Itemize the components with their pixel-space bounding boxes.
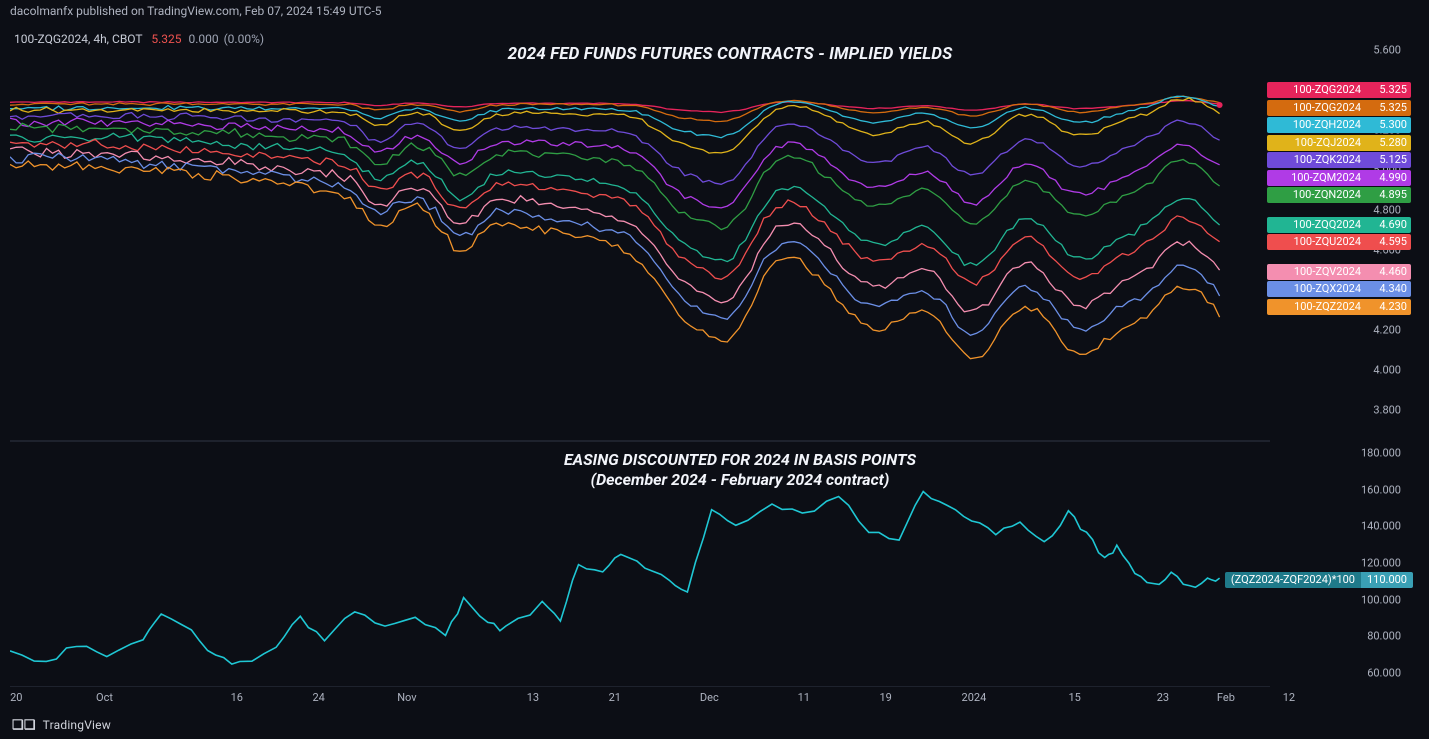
- bottom-chart-panel[interactable]: [10, 444, 1270, 682]
- legend-row[interactable]: 100-ZQJ20245.280: [1267, 135, 1413, 151]
- series-line: [10, 161, 1220, 359]
- ytick-label: 180.000: [1361, 447, 1401, 460]
- xtick-label: 15: [1069, 691, 1081, 704]
- xtick-label: 16: [231, 691, 243, 704]
- legend-row[interactable]: 100-ZQZ20244.230: [1267, 299, 1413, 315]
- top-chart-panel[interactable]: [10, 30, 1270, 440]
- ytick-label: 4.000: [1373, 364, 1401, 377]
- legend-value: 5.125: [1365, 152, 1411, 168]
- legend-row[interactable]: 100-ZQG20245.325: [1267, 100, 1413, 116]
- legend-gap: [1267, 205, 1413, 217]
- ytick-label: 100.000: [1361, 593, 1401, 606]
- legend-name: 100-ZQV2024: [1267, 264, 1365, 280]
- ytick-label: 60.000: [1367, 666, 1401, 679]
- legend-value: 4.340: [1365, 281, 1411, 297]
- xtick-label: Feb: [1217, 691, 1235, 704]
- xtick-label: 11: [798, 691, 810, 704]
- bottom-label-name: (ZQZ2024-ZQF2024)*100: [1225, 572, 1361, 588]
- series-line: [10, 113, 1220, 185]
- legend-name: 100-ZQN2024: [1267, 187, 1365, 203]
- ytick-label: 140.000: [1361, 520, 1401, 533]
- legend-value: 4.990: [1365, 170, 1411, 186]
- series-line: [10, 139, 1220, 285]
- panel-separator: [10, 440, 1270, 442]
- ytick-label: 4.200: [1373, 324, 1401, 337]
- x-axis: 20Oct1624Nov1321Dec111920241523Feb12: [10, 686, 1270, 708]
- xtick-label: Oct: [96, 691, 113, 704]
- bottom-price-label: (ZQZ2024-ZQF2024)*100110.000: [1225, 572, 1413, 588]
- legend-value: 4.595: [1365, 234, 1411, 250]
- xtick-label: Dec: [700, 691, 719, 704]
- legend-row[interactable]: 100-ZQN20244.895: [1267, 187, 1413, 203]
- legend-name: 100-ZQJ2024: [1267, 135, 1365, 151]
- legend-value: 5.280: [1365, 135, 1411, 151]
- series-end-dot: [1217, 102, 1223, 108]
- legend-row[interactable]: 100-ZQU20244.595: [1267, 234, 1413, 250]
- legend-value: 4.460: [1365, 264, 1411, 280]
- legend-name: 100-ZQZ2024: [1267, 299, 1365, 315]
- legend-name: 100-ZQG2024: [1267, 82, 1365, 98]
- easing-line: [10, 492, 1220, 665]
- legend-value: 5.325: [1365, 100, 1411, 116]
- legend-name: 100-ZQQ2024: [1267, 217, 1365, 233]
- legend-name: 100-ZQH2024: [1267, 117, 1365, 133]
- legend-value: 4.895: [1365, 187, 1411, 203]
- xtick-label: 19: [880, 691, 892, 704]
- legend-value: 4.690: [1365, 217, 1411, 233]
- legend-value: 5.300: [1365, 117, 1411, 133]
- footer: ❏❏ TradingView: [12, 718, 111, 733]
- legend-gap: [1267, 252, 1413, 264]
- ytick-label: 120.000: [1361, 557, 1401, 570]
- legend-row[interactable]: 100-ZQV20244.460: [1267, 264, 1413, 280]
- legend-value: 4.230: [1365, 299, 1411, 315]
- legend-name: 100-ZQM2024: [1267, 170, 1365, 186]
- xtick-label: 21: [609, 691, 621, 704]
- xtick-label: 23: [1157, 691, 1169, 704]
- xtick-label: 24: [313, 691, 325, 704]
- chart-root: dacolmanfx published on TradingView.com,…: [0, 0, 1429, 739]
- ytick-label: 80.000: [1367, 630, 1401, 643]
- ytick-label: 3.800: [1373, 404, 1401, 417]
- bottom-label-value: 110.000: [1361, 572, 1413, 588]
- legend-name: 100-ZQU2024: [1267, 234, 1365, 250]
- legend-name: 100-ZQG2024: [1267, 100, 1365, 116]
- series-line: [10, 118, 1220, 208]
- legend-row[interactable]: 100-ZQK20245.125: [1267, 152, 1413, 168]
- legend-row[interactable]: 100-ZQM20244.990: [1267, 170, 1413, 186]
- xtick-label: Nov: [397, 691, 416, 704]
- series-legend: 100-ZQG20245.325100-ZQG20245.325100-ZQH2…: [1267, 82, 1413, 316]
- tradingview-brand: TradingView: [43, 718, 111, 732]
- legend-row[interactable]: 100-ZQH20245.300: [1267, 117, 1413, 133]
- bottom-yaxis: 180.000 160.000 140.000 120.000 100.000 80.00…: [1331, 444, 1401, 682]
- ytick-label: 160.000: [1361, 483, 1401, 496]
- xtick-label: 2024: [962, 691, 987, 704]
- bottom-chart-svg: [10, 444, 1270, 682]
- legend-row[interactable]: 100-ZQQ20244.690: [1267, 217, 1413, 233]
- byline: dacolmanfx published on TradingView.com,…: [10, 4, 382, 18]
- xtick-label: 12: [1283, 691, 1295, 704]
- tradingview-logo-icon: ❏❏: [12, 718, 36, 733]
- legend-row[interactable]: 100-ZQG20245.325: [1267, 82, 1413, 98]
- legend-row[interactable]: 100-ZQX20244.340: [1267, 281, 1413, 297]
- series-line: [10, 147, 1220, 312]
- top-chart-svg: [10, 30, 1270, 440]
- series-line: [10, 153, 1220, 335]
- legend-name: 100-ZQX2024: [1267, 281, 1365, 297]
- xtick-label: 13: [527, 691, 539, 704]
- ytick-label: 5.600: [1373, 44, 1401, 57]
- legend-value: 5.325: [1365, 82, 1411, 98]
- legend-name: 100-ZQK2024: [1267, 152, 1365, 168]
- xtick-label: 20: [10, 691, 22, 704]
